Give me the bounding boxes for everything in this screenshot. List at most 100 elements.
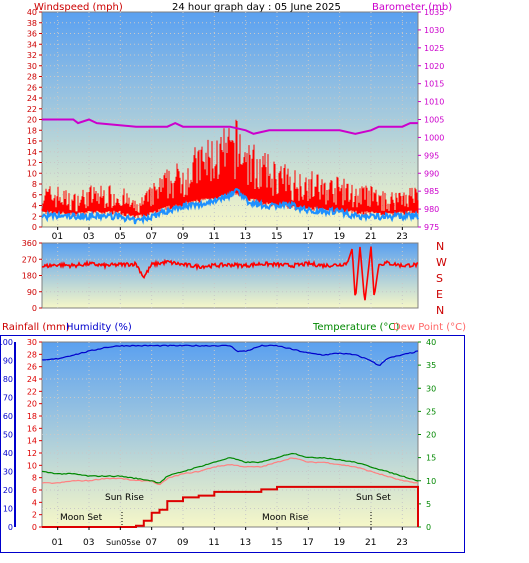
humidity-tick-label-10: 10 <box>3 505 13 514</box>
sun-set-label: Sun Set <box>356 493 391 503</box>
panel3-x-axis: 01 03 07 09 11 13 15 17 19 21 23 Sun05se <box>52 527 408 548</box>
wind-tick-label-40: 40 <box>27 8 37 17</box>
rain-tick-label-24: 24 <box>27 375 37 384</box>
wind-tick-label-34: 34 <box>27 40 37 49</box>
wind-tick-label-16: 16 <box>27 137 37 146</box>
barometer-y-axis: 975 980 985 990 995 1000 1005 1010 1015 1020 1025 1… <box>418 8 444 232</box>
direction-degree-axis: 360 270 180 90 0 <box>22 239 42 313</box>
x-tick-label-21: 21 <box>365 232 376 242</box>
x-tick-label-09: 09 <box>177 232 189 242</box>
rain-tick-label-26: 26 <box>27 363 37 372</box>
deg-tick-label-360: 360 <box>22 239 37 248</box>
x3-sunrise-tick-label: Sun05se <box>106 538 141 547</box>
rainfall-series <box>42 485 419 528</box>
sun-rise-label: Sun Rise <box>105 493 144 503</box>
barometer-axis-title: Barometer (mb) <box>372 2 452 13</box>
panel1-x-axis: 01 03 05 07 09 11 13 15 17 19 21 23 <box>52 227 408 242</box>
humidity-y-axis: 0 10 20 30 40 50 60 70 80 90 100 <box>0 338 16 532</box>
rain-tick-label-16: 16 <box>27 424 37 433</box>
humidity-tick-label-60: 60 <box>3 412 13 421</box>
compass-label-S-2: S <box>436 272 443 285</box>
dewpoint-axis-title: Dew Point (°C) <box>393 322 466 333</box>
baro-tick-label-975: 975 <box>424 223 439 232</box>
temp-tick-label-30: 30 <box>426 384 436 393</box>
baro-tick-label-980: 980 <box>424 205 439 214</box>
wind-tick-label-12: 12 <box>27 159 37 168</box>
temp-tick-label-5: 5 <box>426 500 431 509</box>
wind-tick-label-10: 10 <box>27 169 37 178</box>
humidity-tick-label-30: 30 <box>3 468 13 477</box>
compass-label-W-1: W <box>436 256 447 269</box>
chart-title: 24 hour graph day : 05 June 2025 <box>172 2 341 13</box>
wind-tick-label-36: 36 <box>27 30 37 39</box>
humidity-axis-title: Humidity (%) <box>66 322 132 333</box>
humidity-tick-label-40: 40 <box>3 449 13 458</box>
baro-tick-label-1030: 1030 <box>424 26 444 35</box>
wind-tick-label-26: 26 <box>27 83 37 92</box>
x-tick-label-13: 13 <box>240 232 251 242</box>
wind-average-series <box>41 188 419 225</box>
rain-tick-label-28: 28 <box>27 350 37 359</box>
compass-label-N-0: N <box>436 240 444 253</box>
baro-tick-label-985: 985 <box>424 187 439 196</box>
temperature-series <box>41 452 419 484</box>
baro-tick-label-1020: 1020 <box>424 62 444 71</box>
direction-grid <box>42 243 418 308</box>
bottom-panel-frame <box>0 335 465 553</box>
temp-tick-label-10: 10 <box>426 477 436 486</box>
bottom-grid <box>42 342 418 527</box>
rain-tick-label-20: 20 <box>27 400 37 409</box>
temperature-y-axis: 0 5 10 15 20 25 30 35 40 <box>418 338 436 532</box>
x-tick-label-11: 11 <box>208 232 219 242</box>
compass-label-E-3: E <box>436 288 443 301</box>
humidity-tick-label-70: 70 <box>3 394 13 403</box>
humidity-tick-label-50: 50 <box>3 431 13 440</box>
x3-tick-label-17: 17 <box>302 538 313 548</box>
direction-series <box>41 246 419 301</box>
rain-tick-label-0: 0 <box>32 523 37 532</box>
humidity-tick-label-0: 0 <box>8 523 13 532</box>
rain-tick-label-2: 2 <box>32 511 37 520</box>
wind-tick-label-22: 22 <box>27 105 37 114</box>
humidity-tick-label-20: 20 <box>3 486 13 495</box>
deg-tick-label-0: 0 <box>32 304 37 313</box>
x-tick-label-07: 07 <box>146 232 157 242</box>
temperature-axis-title: Temperature (°C) <box>312 322 399 333</box>
wind-tick-label-32: 32 <box>27 51 37 60</box>
temp-tick-label-15: 15 <box>426 454 436 463</box>
rain-tick-label-10: 10 <box>27 461 37 470</box>
wind-tick-label-2: 2 <box>32 212 37 221</box>
baro-tick-label-1010: 1010 <box>424 98 444 107</box>
bottom-series <box>41 344 419 528</box>
deg-tick-label-180: 180 <box>22 272 37 281</box>
baro-tick-label-1025: 1025 <box>424 44 444 53</box>
x-tick-label-15: 15 <box>271 232 282 242</box>
rain-tick-label-14: 14 <box>27 437 37 446</box>
x3-tick-label-11: 11 <box>208 538 219 548</box>
x-tick-label-19: 19 <box>334 232 346 242</box>
rain-tick-label-8: 8 <box>32 474 37 483</box>
wind-tick-label-20: 20 <box>27 116 37 125</box>
x3-tick-label-21: 21 <box>365 538 376 548</box>
rain-tick-label-18: 18 <box>27 412 37 421</box>
wind-tick-label-6: 6 <box>32 191 37 200</box>
wind-direction-series <box>41 246 419 301</box>
x3-tick-label-19: 19 <box>334 538 346 548</box>
rainfall-axis-title: Rainfall (mm) <box>2 322 70 333</box>
humidity-tick-label-80: 80 <box>3 375 13 384</box>
x-tick-label-05: 05 <box>114 232 125 242</box>
wind-tick-label-14: 14 <box>27 148 37 157</box>
wind-tick-label-38: 38 <box>27 19 37 28</box>
x3-tick-label-15: 15 <box>271 538 282 548</box>
temp-tick-label-20: 20 <box>426 431 436 440</box>
temp-tick-label-25: 25 <box>426 407 436 416</box>
x3-tick-label-23: 23 <box>396 538 407 548</box>
wind-tick-label-4: 4 <box>32 202 37 211</box>
rain-tick-label-30: 30 <box>27 338 37 347</box>
wind-tick-label-28: 28 <box>27 73 37 82</box>
wind-baro-series <box>41 118 419 225</box>
rain-tick-label-22: 22 <box>27 387 37 396</box>
wind-tick-label-18: 18 <box>27 126 37 135</box>
rain-tick-label-4: 4 <box>32 498 37 507</box>
